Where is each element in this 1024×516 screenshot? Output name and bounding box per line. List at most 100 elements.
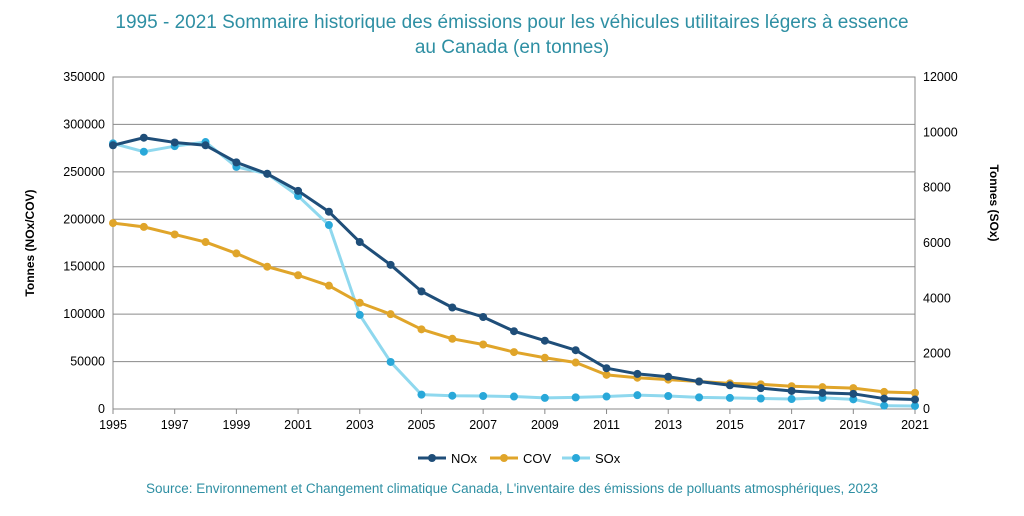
data-point-cov [479, 340, 488, 349]
data-point-cov [911, 388, 919, 397]
x-tick-label: 2003 [346, 418, 374, 432]
data-point-sox [849, 395, 858, 404]
data-point-nox [695, 377, 704, 386]
data-point-cov [880, 387, 889, 396]
data-point-sox [571, 393, 580, 402]
data-point-cov [849, 384, 858, 393]
data-point-sox [479, 391, 488, 400]
right-tick-label: 6000 [923, 236, 951, 250]
data-point-cov [417, 325, 426, 334]
legend-item-cov: COV [490, 451, 552, 466]
legend-label: SOx [595, 451, 621, 466]
data-point-sox [417, 390, 426, 399]
data-point-cov [510, 348, 518, 357]
series-line-cov [112, 221, 916, 395]
left-tick-label: 300000 [63, 117, 105, 131]
right-tick-label: 0 [923, 402, 930, 416]
series-group [109, 133, 919, 410]
data-point-nox [324, 207, 333, 216]
data-point-sox [695, 393, 704, 402]
left-tick-label: 50000 [70, 355, 105, 369]
x-tick-label: 1997 [161, 418, 189, 432]
data-point-nox [725, 381, 734, 390]
x-tick-label: 2011 [593, 418, 620, 432]
x-tick-label: 2021 [901, 418, 929, 432]
data-point-nox [664, 372, 673, 381]
left-tick-label: 0 [98, 402, 105, 416]
series-sox [109, 138, 919, 410]
series-nox [109, 133, 919, 404]
data-point-nox [510, 327, 518, 336]
data-point-nox [417, 287, 426, 296]
data-point-cov [294, 271, 303, 280]
data-point-sox [139, 147, 148, 156]
right-tick-label: 10000 [923, 125, 958, 139]
legend: NOx COV SOx [418, 451, 621, 466]
data-point-nox [571, 346, 580, 355]
chart-title-line-1: 1995 - 2021 Sommaire historique des émis… [115, 12, 909, 33]
data-point-nox [294, 186, 303, 195]
x-axis-ticks: 1995 1997 1999 2001 2003 2005 2007 2009 2011 2013… [99, 409, 929, 432]
x-tick-label: 2007 [469, 418, 497, 432]
source-note: Source: Environnement et Changement clim… [145, 481, 878, 496]
data-point-sox [880, 401, 889, 410]
legend-label: COV [523, 451, 552, 466]
data-point-nox [201, 141, 210, 150]
plot-area-frame [112, 76, 916, 410]
legend-item-nox: NOx [418, 451, 478, 466]
chart-title-line-2: au Canada (en tonnes) [414, 37, 610, 58]
data-point-cov [818, 383, 827, 392]
data-point-cov [448, 334, 457, 343]
data-point-sox [355, 310, 364, 319]
x-tick-label: 1999 [222, 418, 250, 432]
legend-swatch-marker [572, 454, 580, 462]
data-point-nox [849, 389, 858, 398]
x-tick-label: 2009 [531, 418, 559, 432]
data-point-cov [263, 262, 272, 271]
data-point-sox [510, 392, 518, 401]
data-point-sox [602, 392, 611, 401]
data-point-cov [386, 310, 395, 319]
data-point-cov [602, 370, 611, 379]
right-axis-label: Tonnes (SOx) [987, 164, 1001, 241]
series-line-nox [112, 136, 916, 402]
legend-item-sox: SOx [562, 451, 621, 466]
data-point-nox [479, 312, 488, 321]
right-tick-label: 12000 [923, 70, 958, 84]
data-point-sox [725, 393, 734, 402]
chart-title: 1995 - 2021 Sommaire historique des émis… [0, 10, 1024, 60]
gridlines [113, 76, 915, 410]
left-tick-label: 250000 [63, 165, 105, 179]
legend-swatch-marker [500, 454, 508, 462]
data-point-nox [232, 158, 241, 167]
data-point-cov [170, 230, 179, 239]
right-tick-label: 4000 [923, 291, 951, 305]
x-tick-label: 2001 [284, 418, 312, 432]
data-point-nox [386, 260, 395, 269]
data-point-cov [355, 298, 364, 307]
data-point-nox [787, 386, 796, 395]
left-axis-ticks: 0 50000 100000 150000 200000 250000 300000 3500… [63, 70, 105, 416]
data-point-sox [386, 357, 395, 366]
data-point-cov [324, 281, 333, 290]
right-tick-label: 8000 [923, 181, 951, 195]
data-point-nox [540, 336, 549, 345]
left-tick-label: 200000 [63, 212, 105, 226]
x-tick-label: 2019 [839, 418, 867, 432]
x-tick-label: 2013 [654, 418, 682, 432]
data-point-nox [756, 384, 765, 393]
left-tick-label: 150000 [63, 260, 105, 274]
data-point-cov [201, 238, 210, 247]
series-line-sox [112, 140, 916, 408]
x-tick-label: 2017 [778, 418, 806, 432]
data-point-nox [170, 138, 179, 147]
data-point-cov [571, 358, 580, 367]
data-point-nox [263, 169, 272, 178]
line-chart: 0500001000001500002000002500003000003500… [23, 70, 1001, 466]
series-cov [109, 219, 919, 397]
data-point-nox [880, 394, 889, 403]
data-point-nox [448, 303, 457, 312]
data-point-nox [109, 141, 117, 150]
left-axis-label: Tonnes (NOx/COV) [23, 189, 37, 296]
data-point-cov [139, 222, 148, 231]
